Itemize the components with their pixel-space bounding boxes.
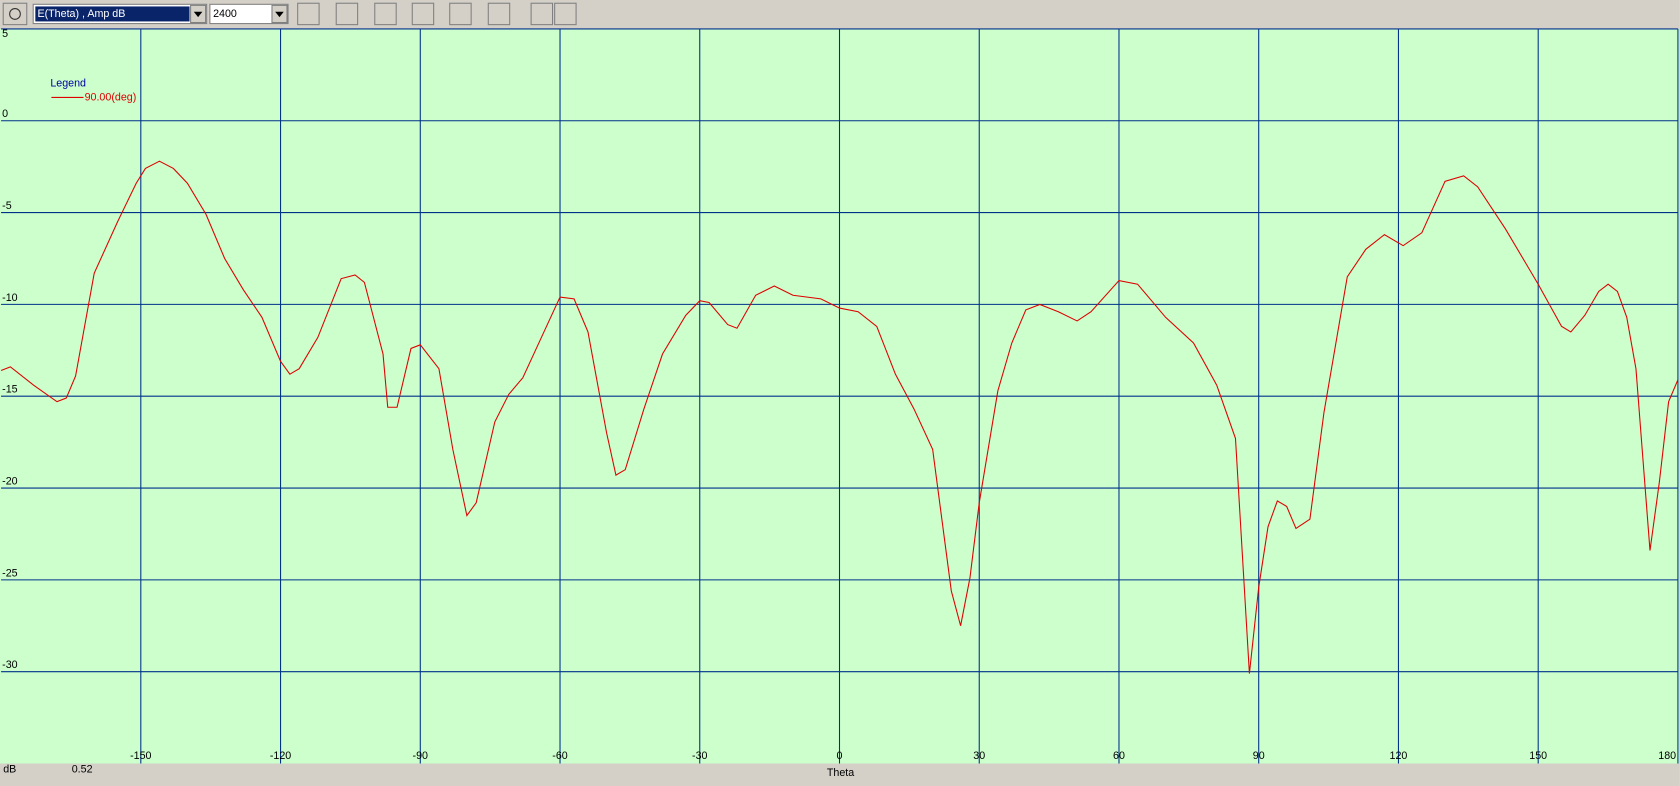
refresh-icon <box>9 8 21 20</box>
x-tick-label: -150 <box>130 750 151 762</box>
y-tick-label: -5 <box>2 200 12 212</box>
legend-title: Legend <box>50 77 86 89</box>
y-tick-label: -15 <box>2 384 18 396</box>
x-axis-label: Theta <box>827 767 854 779</box>
copy-button[interactable] <box>530 2 554 26</box>
refresh-button[interactable] <box>2 2 28 26</box>
x-tick-label: 0 <box>837 750 843 762</box>
y-tick-label: 5 <box>2 28 8 40</box>
quantity-text: E(Theta) , Amp dB <box>37 8 125 20</box>
polar-button[interactable] <box>411 2 435 26</box>
x-tick-label: 150 <box>1529 750 1547 762</box>
x-tick-label: 90 <box>1253 750 1265 762</box>
x-tick-label: -120 <box>270 750 291 762</box>
x-tick-label: -60 <box>552 750 568 762</box>
quantity-selection <box>35 6 190 22</box>
arrow-icon <box>193 11 203 18</box>
toolbar: E(Theta) , Amp dB 2400 <box>2 2 577 26</box>
x-tick-label: -90 <box>413 750 429 762</box>
marker-button[interactable] <box>449 2 472 26</box>
axis-button[interactable] <box>487 2 511 26</box>
y-tick-label: -25 <box>2 567 18 579</box>
status-value: 0.52 <box>72 764 93 776</box>
x-tick-label: 60 <box>1113 750 1125 762</box>
arrow-icon <box>275 11 284 18</box>
data-line <box>0 160 1679 674</box>
print-button[interactable] <box>554 2 577 26</box>
tool-buttons <box>297 2 577 26</box>
legend-label: 90.00(deg) <box>85 91 137 103</box>
grid-button[interactable] <box>374 2 397 26</box>
plot-area: 5 0 -5 -10 -15 -20 -25 -30 -150 -120 -90 -60 -30 0 30 6… <box>0 28 1679 764</box>
frequency-dropdown[interactable] <box>209 3 289 25</box>
x-tick-label: 180 <box>1658 750 1676 762</box>
status-bar <box>0 763 1679 786</box>
frequency-text: 2400 <box>213 8 237 20</box>
y-tick-label: -30 <box>2 659 18 671</box>
y-tick-label: -20 <box>2 475 18 487</box>
zoom-button[interactable] <box>297 2 320 26</box>
x-tick-label: 30 <box>973 750 985 762</box>
y-tick-label: 0 <box>2 108 8 120</box>
x-tick-label: 120 <box>1390 750 1408 762</box>
y-unit: dB <box>3 764 16 776</box>
x-tick-label: -30 <box>692 750 708 762</box>
scale-button[interactable] <box>335 2 359 26</box>
y-tick-label: -10 <box>2 292 18 304</box>
